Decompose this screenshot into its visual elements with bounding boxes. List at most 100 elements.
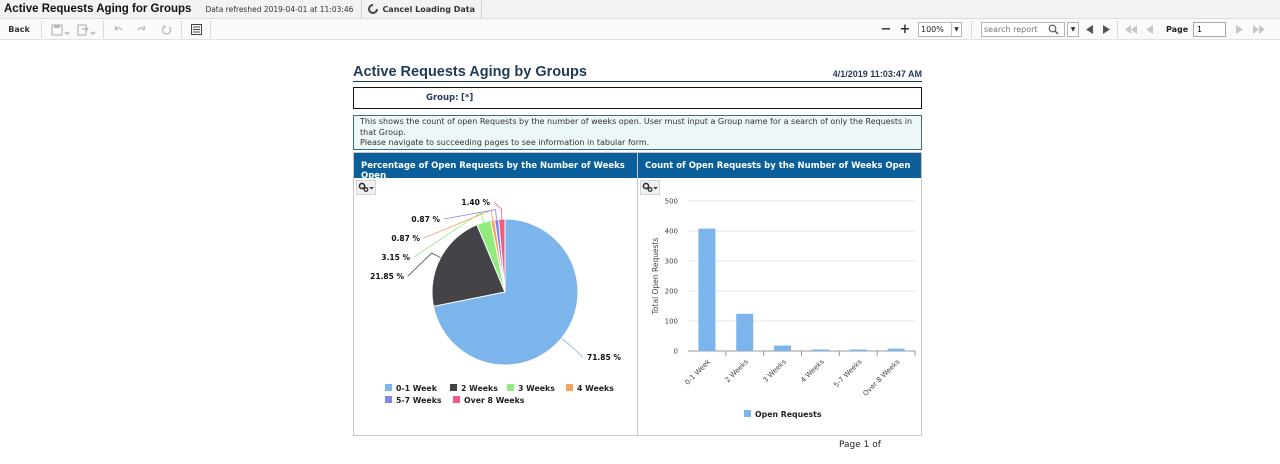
bar [887, 348, 905, 351]
pie-slice [432, 218, 579, 366]
y-tick-label: 400 [665, 228, 678, 236]
legend-label: 5-7 Weeks [396, 396, 442, 405]
redo-button[interactable] [134, 19, 150, 40]
bar [698, 228, 716, 351]
toolbar-divider [41, 21, 42, 38]
save-menu-button[interactable] [50, 19, 72, 40]
pie-label-connector [407, 252, 441, 277]
pie-slice [431, 223, 506, 307]
y-tick-label: 100 [665, 318, 678, 326]
last-page-button[interactable] [1252, 19, 1266, 40]
triangle-right-icon [1236, 25, 1243, 34]
zoom-select[interactable]: 100% ▼ [918, 22, 962, 37]
toolbar-divider [210, 21, 211, 38]
search-field[interactable] [981, 22, 1065, 37]
search-input[interactable] [984, 25, 1048, 34]
search-options-button[interactable]: ▼ [1067, 22, 1079, 37]
pie-data-label: 21.85 % [370, 272, 404, 281]
group-param-value: [*] [461, 93, 474, 103]
pie-data-label: 3.15 % [381, 253, 410, 262]
search-icon [1048, 24, 1059, 35]
pie-data-label: 0.87 % [411, 215, 440, 224]
report-description: This shows the count of open Requests by… [353, 115, 922, 150]
page-number-input[interactable] [1193, 22, 1226, 37]
back-button[interactable]: Back [8, 25, 30, 34]
legend-label: Over 8 Weeks [464, 396, 525, 405]
pie-chart-title: Percentage of Open Requests by the Numbe… [354, 153, 637, 181]
bar-chart: 0 100 200 300 400 500 Total Open Requests 0-1 W… [651, 198, 916, 419]
legend-swatch [744, 410, 751, 417]
pie-chart-panel: Percentage of Open Requests by the Numbe… [353, 152, 638, 436]
first-page-icon [1125, 25, 1137, 34]
legend-swatch [385, 396, 392, 403]
bar-chart-title: Count of Open Requests by the Number of … [638, 153, 921, 178]
toolbar-divider [181, 21, 182, 38]
group-param-label: Group: [426, 93, 459, 103]
pie-label-connector [493, 201, 503, 220]
y-tick-label: 300 [665, 258, 678, 266]
gear-icon [358, 182, 374, 192]
bar [849, 349, 867, 351]
parameter-box: Group: [*] [353, 87, 922, 109]
triangle-right-icon [1103, 25, 1110, 34]
bar [811, 349, 829, 351]
app-title: Active Requests Aging for Groups [4, 3, 192, 15]
cancel-loading-button[interactable]: Cancel Loading Data [361, 0, 483, 18]
reset-button[interactable] [158, 19, 174, 40]
list-icon [190, 24, 202, 35]
y-tick-label: 200 [665, 288, 678, 296]
title-bar: Active Requests Aging for Groups Data re… [0, 0, 1280, 19]
save-icon [51, 23, 70, 36]
search-previous-button[interactable] [1084, 19, 1096, 40]
search-next-button[interactable] [1100, 19, 1112, 40]
x-tick-label: 3 Weeks [761, 358, 788, 385]
previous-page-button[interactable] [1144, 19, 1156, 40]
pie-data-label: 1.40 % [461, 198, 490, 207]
legend-label: 4 Weeks [577, 384, 614, 393]
legend-swatch [566, 384, 573, 391]
toolbar-divider [103, 21, 104, 38]
next-page-button[interactable] [1233, 19, 1245, 40]
page-label: Page [1166, 25, 1189, 34]
undo-button[interactable] [110, 19, 126, 40]
pie-chart-options-button[interactable] [356, 180, 376, 195]
triangle-left-icon [1086, 25, 1093, 34]
pie-data-label: 0.87 % [391, 234, 420, 243]
report-timestamp: 4/1/2019 11:03:47 AM [832, 69, 922, 79]
legend-swatch [385, 384, 392, 391]
export-icon [77, 23, 96, 36]
undo-icon [114, 25, 123, 31]
pie-chart: 71.85 % 21.85 % 3.15 % 0.87 % 0.87 % 1.40 % 0-… [370, 198, 621, 405]
first-page-button[interactable] [1124, 19, 1138, 40]
legend-swatch [453, 396, 460, 403]
description-line: Please navigate to succeeding pages to s… [360, 138, 650, 147]
bar-chart-panel: Count of Open Requests by the Number of … [637, 152, 922, 436]
export-menu-button[interactable] [76, 19, 98, 40]
legend-label: 0-1 Week [396, 384, 438, 393]
zoom-value: 100% [921, 25, 944, 34]
zoom-in-button[interactable]: + [899, 22, 911, 37]
x-tick-label: 0-1 Week [683, 357, 713, 387]
legend-swatch [507, 384, 514, 391]
page-count-footer: Page 1 of [839, 440, 881, 450]
pie-label-connector [561, 337, 584, 358]
pie-data-label: 71.85 % [587, 353, 621, 362]
x-tick-label: 2 Weeks [724, 358, 751, 385]
legend-label: 2 Weeks [461, 384, 498, 393]
x-tick-label: Over 8 Weeks [861, 358, 901, 398]
bar [736, 313, 754, 351]
title-divider [353, 81, 922, 82]
bar-chart-options-button[interactable] [640, 180, 660, 195]
zoom-out-button[interactable]: − [880, 22, 892, 37]
reset-icon [161, 25, 171, 35]
gear-icon [642, 182, 658, 192]
cancel-loading-label: Cancel Loading Data [382, 4, 476, 14]
legend-label: 3 Weeks [518, 384, 555, 393]
chevron-down-icon: ▼ [951, 23, 961, 36]
description-line: This shows the count of open Requests by… [360, 117, 913, 137]
legend-label: Open Requests [755, 410, 822, 419]
table-of-contents-button[interactable] [188, 19, 204, 40]
x-tick-label: 4 Weeks [799, 358, 826, 385]
pie-label-connector [443, 209, 497, 220]
triangle-left-icon [1146, 25, 1153, 34]
